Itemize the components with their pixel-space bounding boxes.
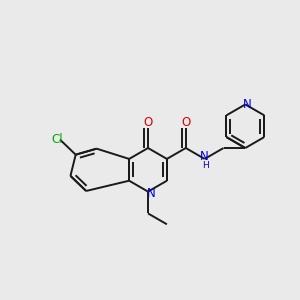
Text: N: N bbox=[147, 187, 155, 200]
Text: Cl: Cl bbox=[51, 133, 63, 146]
Text: O: O bbox=[143, 116, 153, 129]
Text: O: O bbox=[181, 116, 190, 129]
Text: N: N bbox=[200, 150, 209, 164]
Text: H: H bbox=[202, 161, 209, 170]
Text: N: N bbox=[243, 98, 252, 111]
